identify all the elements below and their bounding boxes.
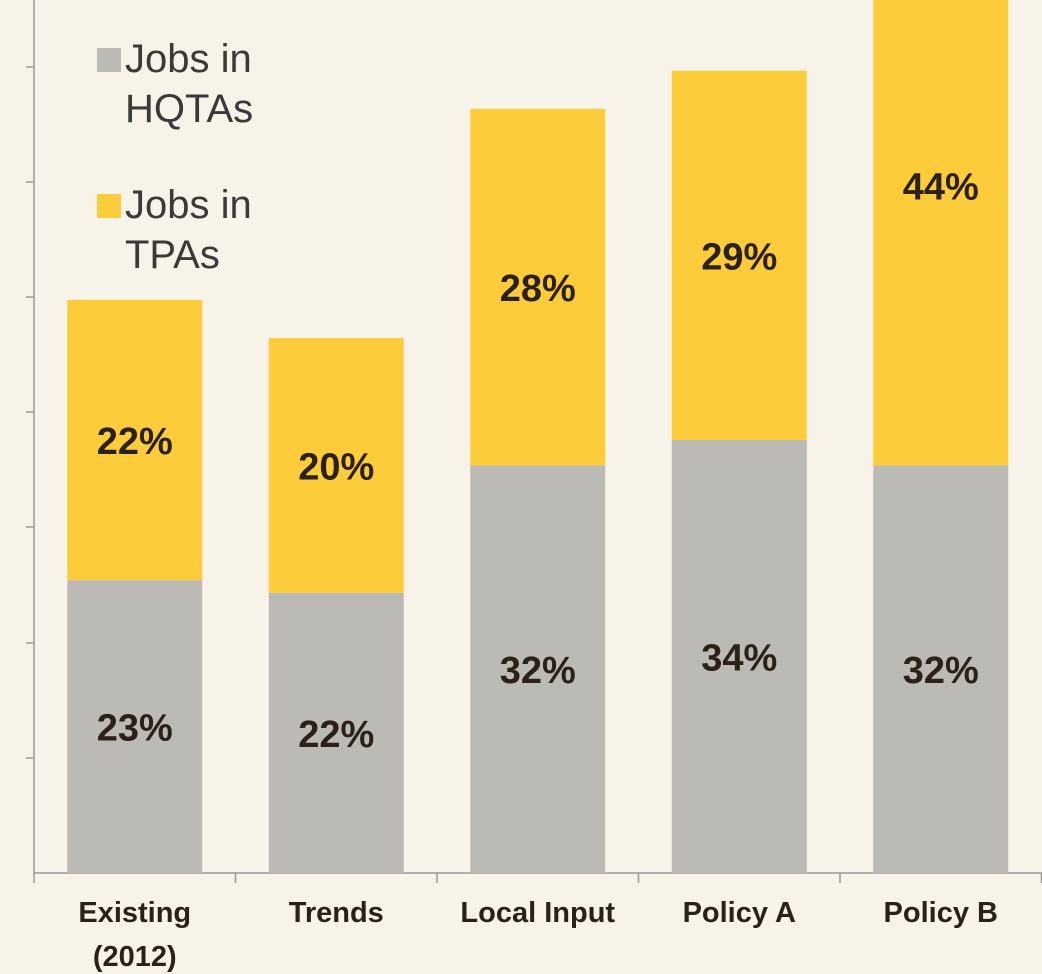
data-label-hqta: 23% (97, 708, 173, 750)
data-label-tpa: 29% (701, 236, 777, 278)
data-label-hqta: 22% (298, 714, 374, 756)
data-label-tpa: 28% (500, 268, 576, 310)
data-label-hqta: 32% (903, 650, 979, 692)
data-label-tpa: 20% (298, 446, 374, 488)
bar-tpa (268, 338, 404, 593)
legend-label-hqta: Jobs in HQTAs (125, 37, 254, 131)
bar-hqta (671, 440, 807, 873)
data-label-tpa: 44% (903, 166, 979, 208)
bar-tpa (873, 0, 1009, 466)
x-tick-label: Trends (289, 897, 384, 929)
bar-hqta (873, 465, 1009, 873)
x-tick-label: Policy A (683, 897, 796, 929)
bar-hqta (67, 580, 203, 873)
legend-swatch-hqta (97, 48, 121, 72)
data-label-tpa: 22% (97, 421, 173, 463)
legend-swatch-tpa (97, 194, 121, 218)
bar-tpa (671, 70, 807, 441)
x-tick-label: Local Input (460, 897, 615, 929)
bar-tpa (470, 108, 606, 466)
bar-hqta (268, 592, 404, 873)
data-label-hqta: 32% (500, 650, 576, 692)
x-tick-label: (2012) (93, 941, 177, 973)
data-label-hqta: 34% (701, 638, 777, 680)
x-tick-label: Policy B (884, 897, 998, 929)
x-tick-label: Existing (78, 897, 191, 929)
bar-tpa (67, 299, 203, 581)
bar-hqta (470, 465, 606, 873)
legend-label-tpa: Jobs in TPAs (125, 183, 252, 277)
